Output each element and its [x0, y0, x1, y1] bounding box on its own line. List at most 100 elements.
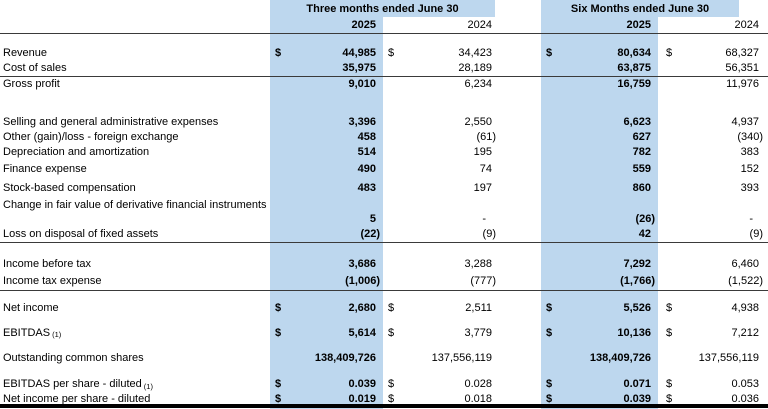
- value: (1,006): [345, 274, 380, 287]
- row-label: Stock-based compensation: [3, 181, 136, 194]
- value: 0.036: [731, 392, 759, 405]
- value-cell: 4,937: [658, 114, 768, 129]
- value: 2,680: [348, 301, 376, 314]
- value: 0.071: [623, 378, 651, 390]
- dollar-sign: $: [275, 46, 282, 59]
- value-cell: 860: [541, 178, 658, 197]
- row-derivative-fair-value-change: Change in fair value of derivative finan…: [0, 197, 768, 227]
- value: 3,396: [348, 115, 376, 128]
- value-cell: (9): [383, 227, 497, 243]
- row-income-tax-expense: Income tax expense (1,006) (777) (1,766)…: [0, 272, 768, 291]
- spacer-row: [0, 290, 768, 299]
- value: 782: [632, 145, 651, 158]
- dollar-sign: $: [388, 392, 395, 405]
- value: 0.039: [348, 378, 376, 390]
- value: 74: [479, 162, 492, 175]
- value-cell: 152: [658, 159, 768, 178]
- value-cell: -: [658, 197, 768, 227]
- row-label: Change in fair value of derivative finan…: [3, 199, 267, 211]
- value-cell: $0.039: [270, 376, 383, 392]
- row-label: Net income per share - diluted: [3, 392, 151, 405]
- value-cell: $5,526: [541, 299, 658, 316]
- dollar-sign: $: [546, 326, 553, 339]
- value-cell: 5: [270, 197, 383, 227]
- year-header-row: 2025 2024 2025 2024: [0, 17, 768, 34]
- value: 0.039: [623, 392, 651, 405]
- value-cell: 16,759: [541, 76, 658, 92]
- year-label: 2025: [351, 18, 376, 31]
- footnote-marker: (1): [143, 381, 153, 391]
- value: 559: [632, 162, 651, 175]
- value: 42: [638, 228, 651, 241]
- year-header-cell: 2025: [541, 17, 658, 34]
- value: (1,766): [620, 274, 655, 287]
- value: 5: [369, 213, 376, 225]
- value-cell: (61): [383, 129, 497, 144]
- dollar-sign: $: [275, 378, 282, 390]
- value-cell: 6,234: [383, 76, 497, 92]
- row-label: Other (gain)/loss - foreign exchange: [3, 130, 179, 143]
- spacer-row: [0, 242, 768, 256]
- value-cell: 74: [383, 159, 497, 178]
- value: 458: [357, 130, 376, 143]
- row-net-income-per-share-diluted: Net income per share - diluted $0.019 $0…: [0, 392, 768, 405]
- value: 3,686: [348, 258, 376, 270]
- year-header-cell: 2024: [383, 17, 497, 34]
- dollar-sign: $: [666, 301, 673, 314]
- row-ebitdas-per-share-diluted: EBITDAS per share - diluted (1) $0.039 $0…: [0, 376, 768, 392]
- value: 138,409,726: [314, 351, 376, 364]
- value-cell: $2,680: [270, 299, 383, 316]
- value: 138,409,726: [589, 351, 651, 364]
- value-cell: $44,985: [270, 45, 383, 60]
- row-label: Selling and general administrative expen…: [3, 115, 219, 128]
- value: 5,614: [348, 326, 376, 339]
- row-stock-based-compensation: Stock-based compensation 483 197 860 393: [0, 178, 768, 197]
- value: 63,875: [617, 61, 651, 74]
- value-cell: 63,875: [541, 60, 658, 77]
- value: (9): [482, 228, 496, 241]
- dollar-sign: $: [388, 301, 395, 314]
- spacer-row: [0, 341, 768, 349]
- value-cell: (1,522): [658, 272, 768, 291]
- value: 627: [632, 130, 651, 143]
- value-cell: 3,288: [383, 256, 497, 272]
- value: (22): [360, 228, 380, 241]
- value: 490: [357, 162, 376, 175]
- year-label: 2025: [626, 18, 651, 31]
- row-cost-of-sales: Cost of sales 35,975 28,189 63,875 56,35…: [0, 60, 768, 77]
- row-other-gain-loss-fx: Other (gain)/loss - foreign exchange 458…: [0, 129, 768, 144]
- dollar-sign: $: [666, 46, 673, 59]
- row-outstanding-common-shares: Outstanding common shares 138,409,726 13…: [0, 349, 768, 366]
- value-cell: (340): [658, 129, 768, 144]
- row-label: Finance expense: [3, 162, 87, 175]
- dollar-sign: $: [275, 326, 282, 339]
- value: 860: [632, 181, 651, 194]
- value: (340): [737, 130, 763, 143]
- value-cell: 3,686: [270, 256, 383, 272]
- group-header-six-months: Six Months ended June 30: [541, 0, 739, 17]
- value-cell: 56,351: [658, 60, 768, 77]
- value: (26): [635, 213, 655, 225]
- value-cell: 458: [270, 129, 383, 144]
- value: 5,526: [623, 301, 651, 314]
- value-cell: (22): [270, 227, 383, 243]
- value: 9,010: [348, 78, 376, 91]
- spacer-row: [0, 92, 768, 114]
- value: 393: [740, 181, 759, 194]
- value-cell: 483: [270, 178, 383, 197]
- dollar-sign: $: [546, 46, 553, 59]
- row-label: Cost of sales: [0, 60, 270, 77]
- value-cell: 7,292: [541, 256, 658, 272]
- value: 152: [740, 162, 759, 175]
- value: (1,522): [728, 274, 763, 287]
- value: -: [749, 213, 753, 225]
- value-cell: 6,623: [541, 114, 658, 129]
- value-cell: 197: [383, 178, 497, 197]
- table-bottom-border: [0, 404, 768, 408]
- value-cell: $5,614: [270, 324, 383, 341]
- value: 0.018: [464, 392, 492, 405]
- row-label: Income before tax: [3, 258, 92, 270]
- value-cell: 42: [541, 227, 658, 243]
- dollar-sign: $: [275, 301, 282, 314]
